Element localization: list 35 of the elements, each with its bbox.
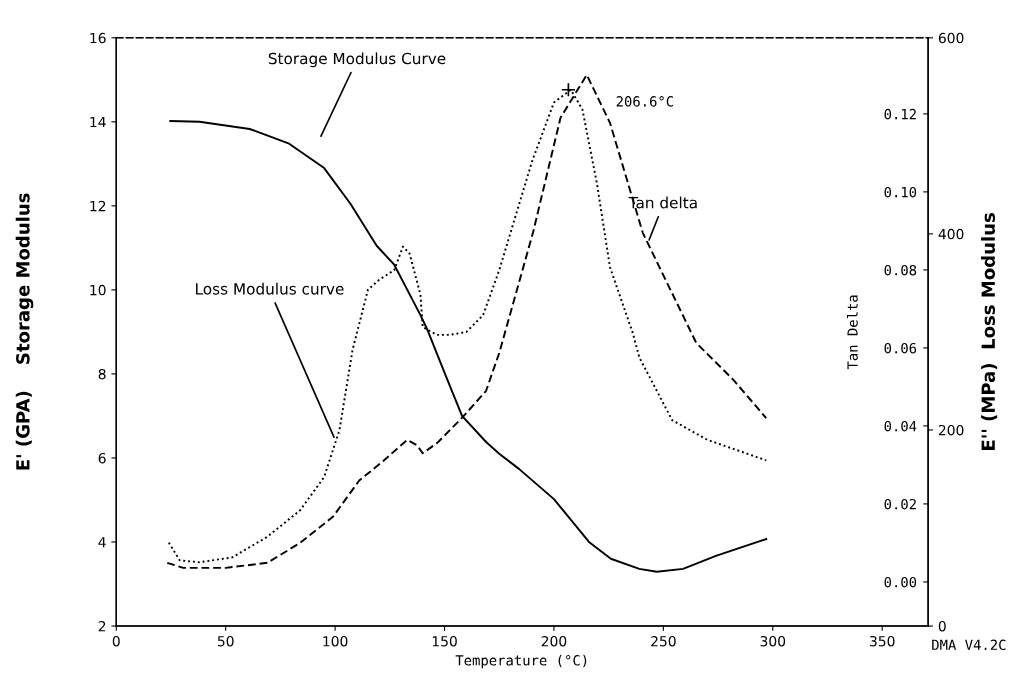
y-tick-label: 14 [90,116,106,128]
y2-tick-label: 0.04 [884,420,917,432]
text: DMA V4.2C [932,639,1006,651]
y3-tick-label: 400 [938,228,964,240]
x-tick-label: 100 [323,635,348,647]
y2-tick-label: 0.10 [884,186,917,198]
y2-tick-label: 0.06 [884,342,917,354]
y3-tick-label: 200 [938,424,964,436]
x-tick-label: 250 [651,635,676,647]
y-tick-label: 6 [98,452,106,464]
y-tick-label: 4 [98,537,106,548]
x-tick-label: 0 [112,635,120,647]
y-axis-title: E' (GPA) Storage Modulus [15,193,34,470]
x-tick-label: 350 [870,635,895,647]
y3-tick-label: 600 [938,32,964,44]
text: Storage Modulus Curve [268,52,446,68]
y2-tick-label: 0.08 [884,264,917,276]
y-tick-label: 2 [98,620,106,632]
y-tick-label: 12 [90,200,106,212]
y2-tick-label: 0.00 [884,576,917,588]
y2-tick-label: 0.02 [884,498,916,510]
series-label: Loss Modulus curve [196,282,344,295]
annotation: 206.6°C [616,96,674,107]
x-axis-title: Temperature (°C) [455,654,587,669]
x-tick-label: 300 [760,635,786,647]
y2-axis-title: Tan Delta [846,295,858,370]
x-tick-label: 150 [432,635,457,647]
y3-axis-title: E'' (MPa) Loss Modulus [981,213,998,450]
y2-tick-label: 0.12 [884,108,916,120]
y-tick-label: 8 [98,368,106,380]
y-tick-label: 10 [90,284,106,296]
y3-tick-label: 0 [938,620,946,632]
x-tick-label: 50 [217,635,234,647]
y-tick-label: 16 [90,32,106,44]
x-tick-label: 200 [541,635,567,647]
